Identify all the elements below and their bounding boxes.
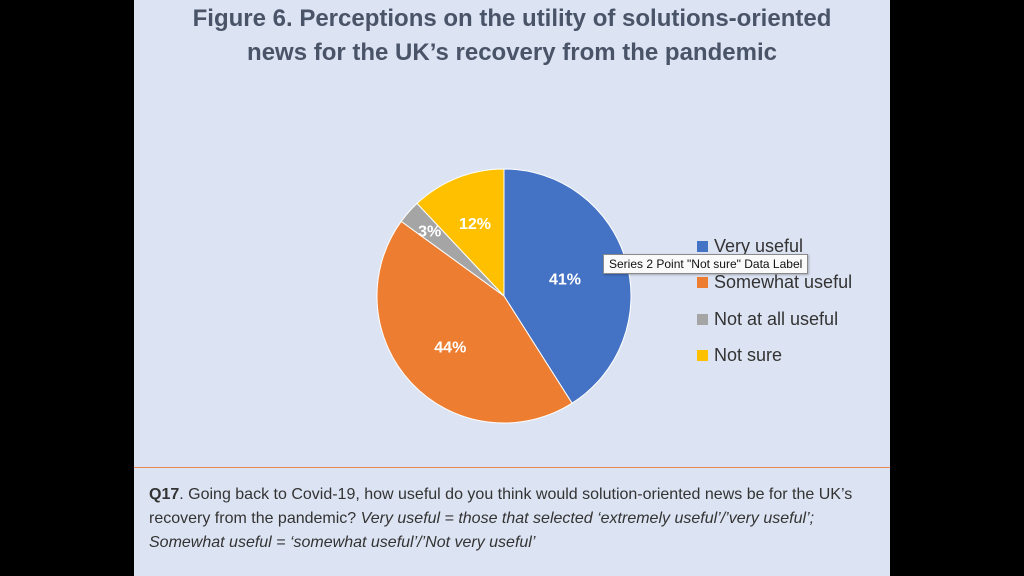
legend-swatch [697,350,708,362]
legend: Very useful Somewhat useful Not at all u… [697,228,852,374]
question-text: Q17. Going back to Covid-19, how useful … [149,483,879,555]
pie-slice-not-sure [416,168,505,298]
question-body: . Going back to Covid-19, how useful do … [149,486,853,527]
legend-swatch [697,277,708,289]
legend-item-very-useful: Very useful [697,228,852,265]
legend-swatch [697,240,708,252]
legend-label: Not sure [714,345,783,366]
data-label-not-at-all-useful: 3% [418,223,441,240]
chart-title: Figure 6. Perceptions on the utility of … [192,5,832,66]
data-label-somewhat-useful: 44% [434,339,466,356]
legend-item-not-at-all-useful: Not at all useful [697,301,852,338]
data-label-tooltip: Series 2 Point "Not sure" Data Label [603,254,809,274]
legend-label: Not at all useful [714,308,839,329]
data-label-not-sure: 12% [459,216,491,233]
legend-label: Very useful [714,235,804,256]
legend-item-somewhat-useful: Somewhat useful [697,265,852,302]
legend-item-not-sure: Not sure [697,338,852,375]
legend-label: Somewhat useful [714,272,853,293]
question-id: Q17 [149,486,180,503]
data-label-very-useful: 41% [549,271,581,288]
pie-slice-somewhat-useful [376,220,573,424]
divider [134,467,890,468]
pie-chart: 41% 44% 3% 12% [376,168,632,424]
slide: Figure 6. Perceptions on the utility of … [134,0,890,576]
legend-swatch [697,313,708,325]
question-note: Very useful = those that selected ‘extre… [149,510,815,551]
